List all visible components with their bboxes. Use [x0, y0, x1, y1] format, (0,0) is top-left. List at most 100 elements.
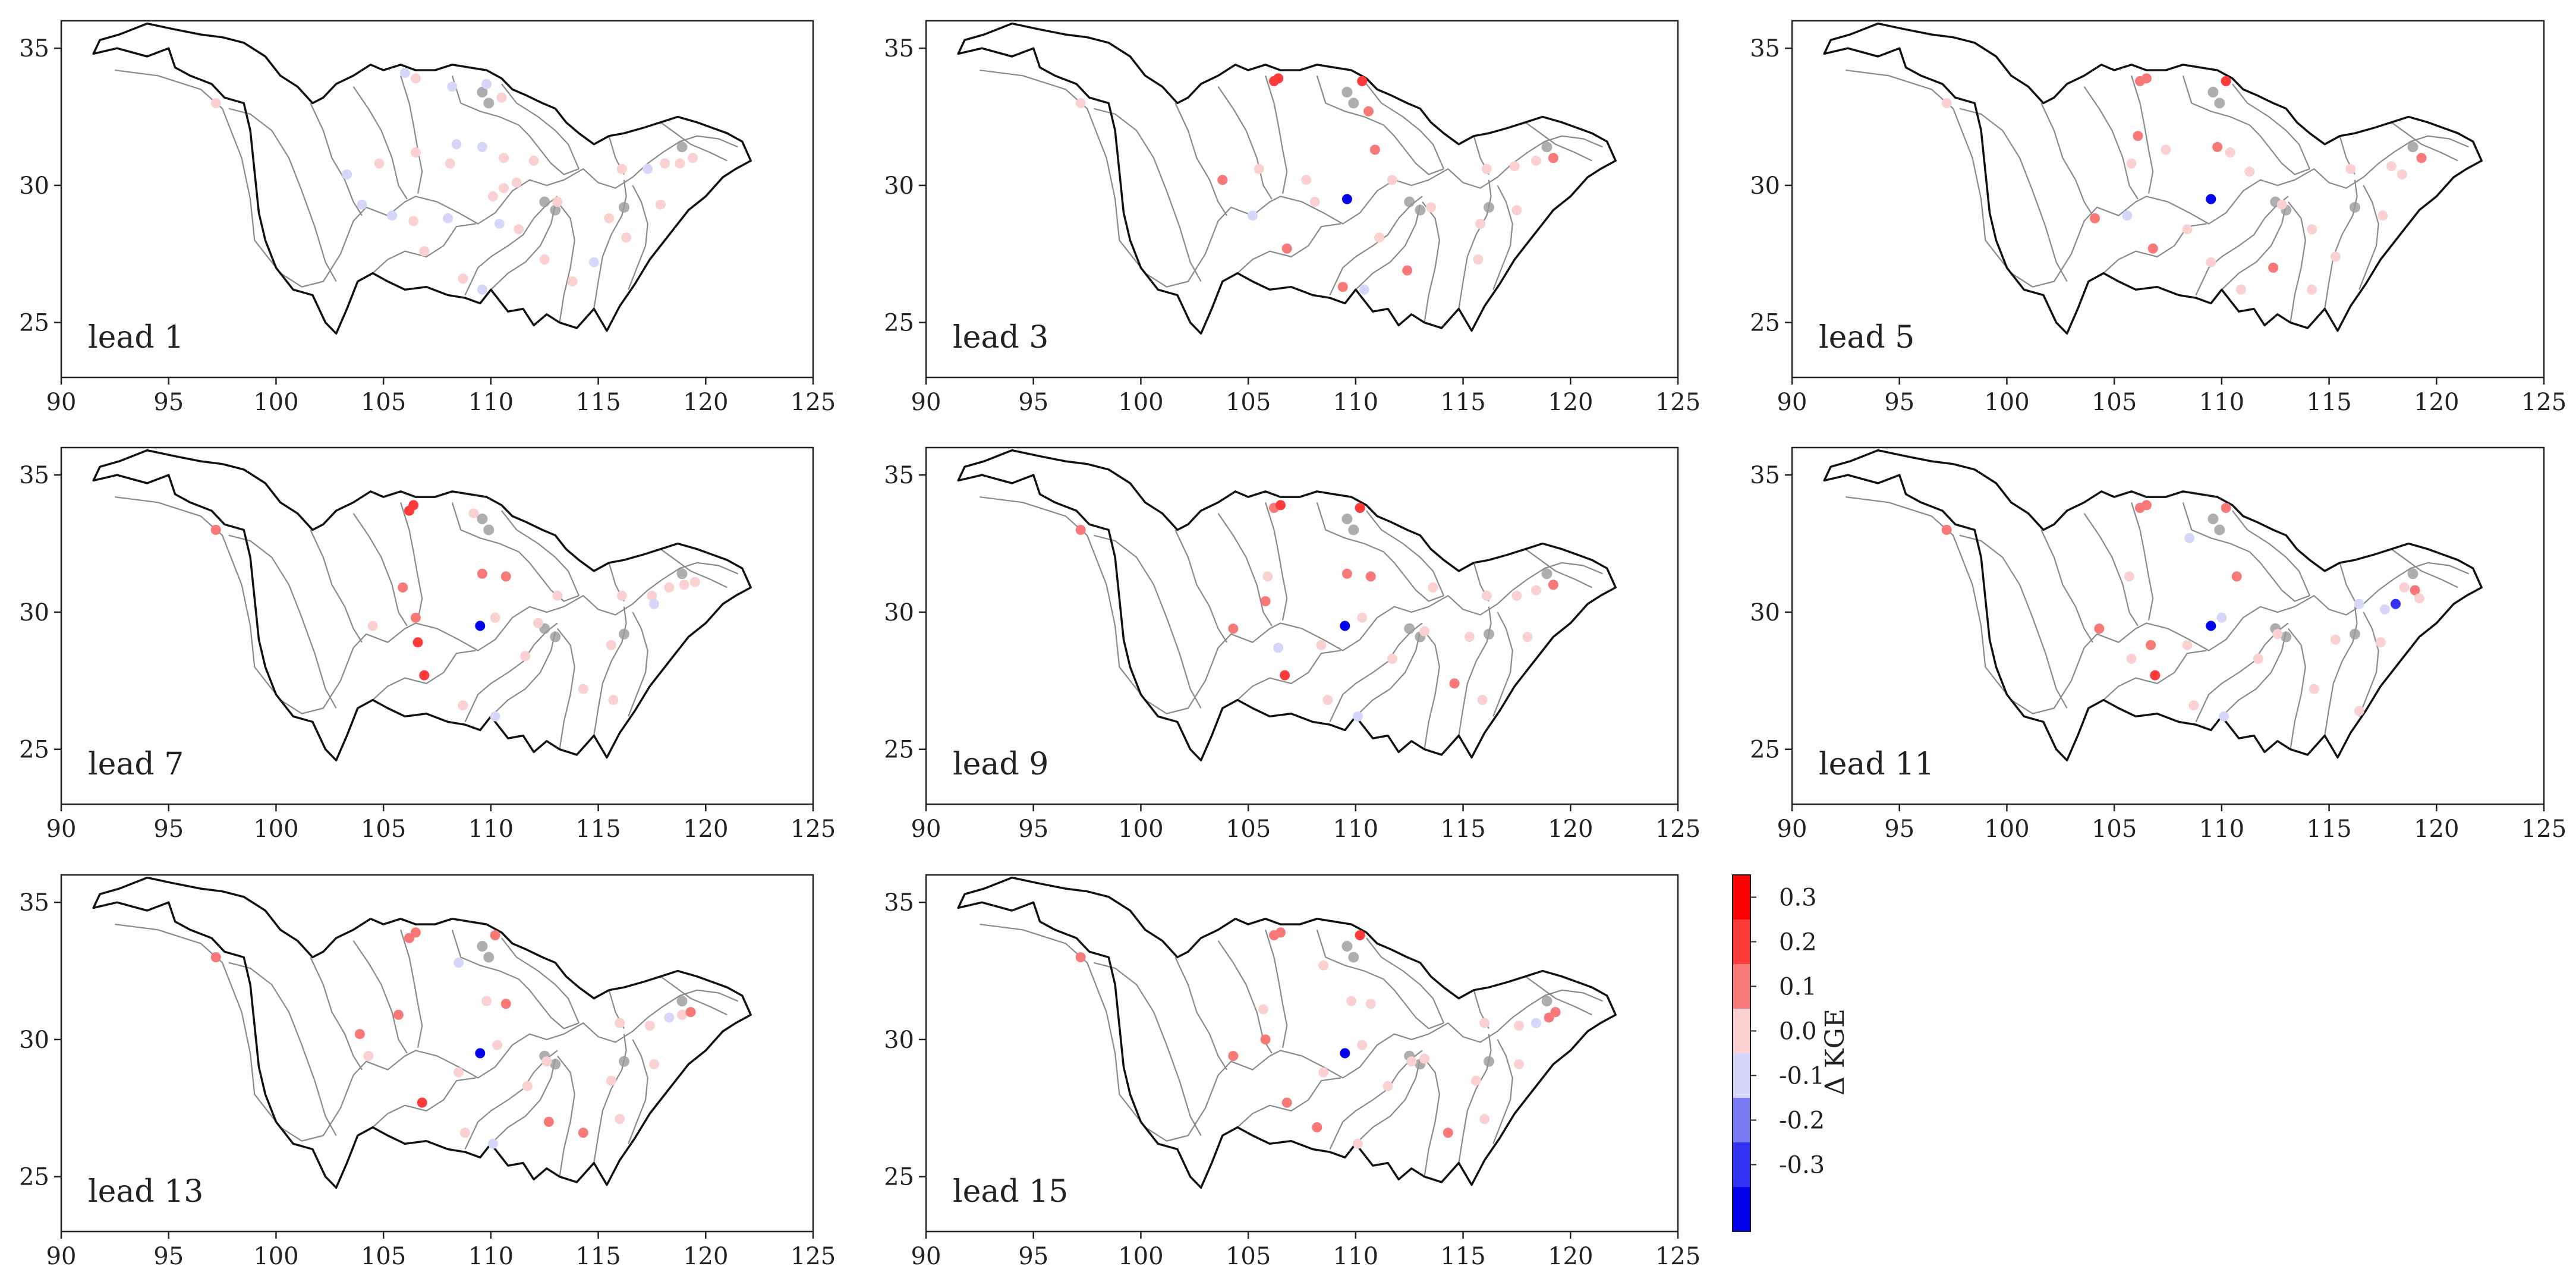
- x-tick-label: 125: [1655, 389, 1700, 416]
- station-point: [1341, 568, 1352, 579]
- station-point: [541, 1056, 552, 1067]
- y-tick-label: 30: [1750, 599, 1780, 626]
- lake-marker: [477, 87, 488, 97]
- station-point: [2375, 637, 2386, 648]
- sub-basin-boundary: [1093, 962, 1202, 1136]
- sub-basin-boundary: [501, 83, 580, 169]
- station-point: [643, 163, 653, 174]
- station-point: [677, 1009, 687, 1020]
- station-point: [499, 183, 509, 193]
- sub-basin-boundary: [1237, 1077, 1341, 1128]
- sub-basin-boundary: [1458, 606, 1492, 736]
- sub-basin-boundary: [2358, 612, 2379, 717]
- sub-basin-boundary: [1366, 83, 1445, 169]
- station-point: [1340, 1048, 1350, 1059]
- basin-outline: [1823, 449, 2483, 761]
- x-tick-label: 90: [46, 389, 77, 416]
- station-point: [552, 590, 563, 601]
- station-point: [511, 177, 522, 188]
- sub-basin-boundary: [1492, 185, 1513, 290]
- sub-basin-boundary: [352, 513, 408, 626]
- station-point: [1273, 643, 1284, 653]
- station-point: [606, 640, 616, 650]
- panel-label: lead 5: [1819, 320, 1914, 355]
- x-tick-label: 100: [253, 1243, 298, 1270]
- lake-marker: [477, 514, 488, 524]
- station-point: [1275, 927, 1286, 938]
- station-point: [1341, 194, 1352, 204]
- sub-basin-boundary: [628, 1039, 648, 1144]
- station-point: [417, 1097, 427, 1108]
- x-tick-label: 110: [468, 815, 514, 843]
- colorbar-tick-label: 0.0: [1779, 1018, 1817, 1045]
- x-tick-label: 115: [2306, 389, 2351, 416]
- station-point: [475, 1048, 486, 1059]
- station-point: [1217, 175, 1228, 185]
- sub-basin-boundary: [2083, 513, 2139, 626]
- x-tick-label: 110: [468, 389, 514, 416]
- station-point: [494, 219, 505, 229]
- sub-basin-boundary: [451, 75, 580, 175]
- station-point: [1353, 711, 1363, 722]
- sub-basin-boundary: [1265, 75, 1288, 194]
- station-point: [2225, 147, 2235, 158]
- sub-basin-boundary: [980, 70, 1603, 288]
- station-point: [2221, 76, 2231, 86]
- x-tick-label: 120: [1548, 1243, 1593, 1270]
- sub-basin-boundary: [1265, 929, 1288, 1048]
- x-tick-label: 110: [2199, 815, 2244, 843]
- lake-marker: [1341, 87, 1353, 97]
- station-point: [528, 155, 539, 166]
- map-panel-lead-11: 90 95 100 105 110 115 120 125 35 30 25 lead 11: [1750, 446, 2566, 843]
- sub-basin-boundary: [2358, 185, 2379, 290]
- x-tick-label: 100: [253, 389, 298, 416]
- sub-basin-boundary: [1458, 179, 1492, 309]
- sub-basin-boundary: [1492, 612, 1513, 717]
- station-point: [1509, 161, 1520, 172]
- y-tick-label: 25: [19, 310, 49, 337]
- station-point: [543, 1116, 554, 1127]
- station-point: [2397, 169, 2407, 179]
- panel-frame: [60, 874, 814, 1233]
- station-point: [490, 612, 500, 623]
- station-point: [1419, 1053, 1429, 1064]
- x-tick-label: 105: [2092, 815, 2137, 843]
- sub-basin-boundary: [980, 924, 1603, 1142]
- x-tick-label: 120: [683, 389, 728, 416]
- x-tick-label: 90: [1777, 815, 1807, 843]
- sub-basin-boundary: [352, 86, 408, 200]
- x-tick-label: 110: [1333, 1243, 1378, 1270]
- x-tick-label: 115: [575, 389, 621, 416]
- lake-marker: [2349, 628, 2360, 640]
- station-point: [1383, 1081, 1393, 1091]
- station-point: [664, 582, 675, 593]
- lake-marker: [1541, 141, 1552, 153]
- colorbar-bin: [1733, 1009, 1750, 1054]
- station-point: [500, 571, 511, 582]
- station-point: [616, 163, 627, 174]
- map-panel-lead-5: 90 95 100 105 110 115 120 125 35 30 25 lead 5: [1750, 20, 2566, 416]
- basin-outline: [92, 22, 752, 335]
- station-point: [2216, 612, 2227, 623]
- station-point: [2182, 640, 2193, 650]
- x-tick-label: 90: [1777, 389, 1807, 416]
- x-tick-label: 100: [1118, 815, 1163, 843]
- station-point: [1464, 632, 1475, 642]
- station-point: [399, 68, 410, 78]
- colorbar-bin: [1733, 1098, 1750, 1143]
- station-point: [2276, 199, 2287, 210]
- station-point: [490, 930, 500, 940]
- station-point: [374, 158, 385, 169]
- station-point: [1941, 98, 1952, 108]
- station-point: [490, 711, 500, 722]
- station-point: [606, 1075, 616, 1086]
- sub-basin-boundary: [593, 1034, 627, 1163]
- x-tick-label: 90: [46, 1243, 77, 1270]
- x-tick-label: 120: [2414, 815, 2459, 843]
- colorbar-tick-label: 0.2: [1779, 929, 1817, 956]
- station-point: [1340, 621, 1350, 631]
- station-point: [1443, 1128, 1453, 1138]
- station-point: [481, 996, 492, 1006]
- sub-basin-boundary: [372, 650, 476, 701]
- station-point: [533, 618, 543, 628]
